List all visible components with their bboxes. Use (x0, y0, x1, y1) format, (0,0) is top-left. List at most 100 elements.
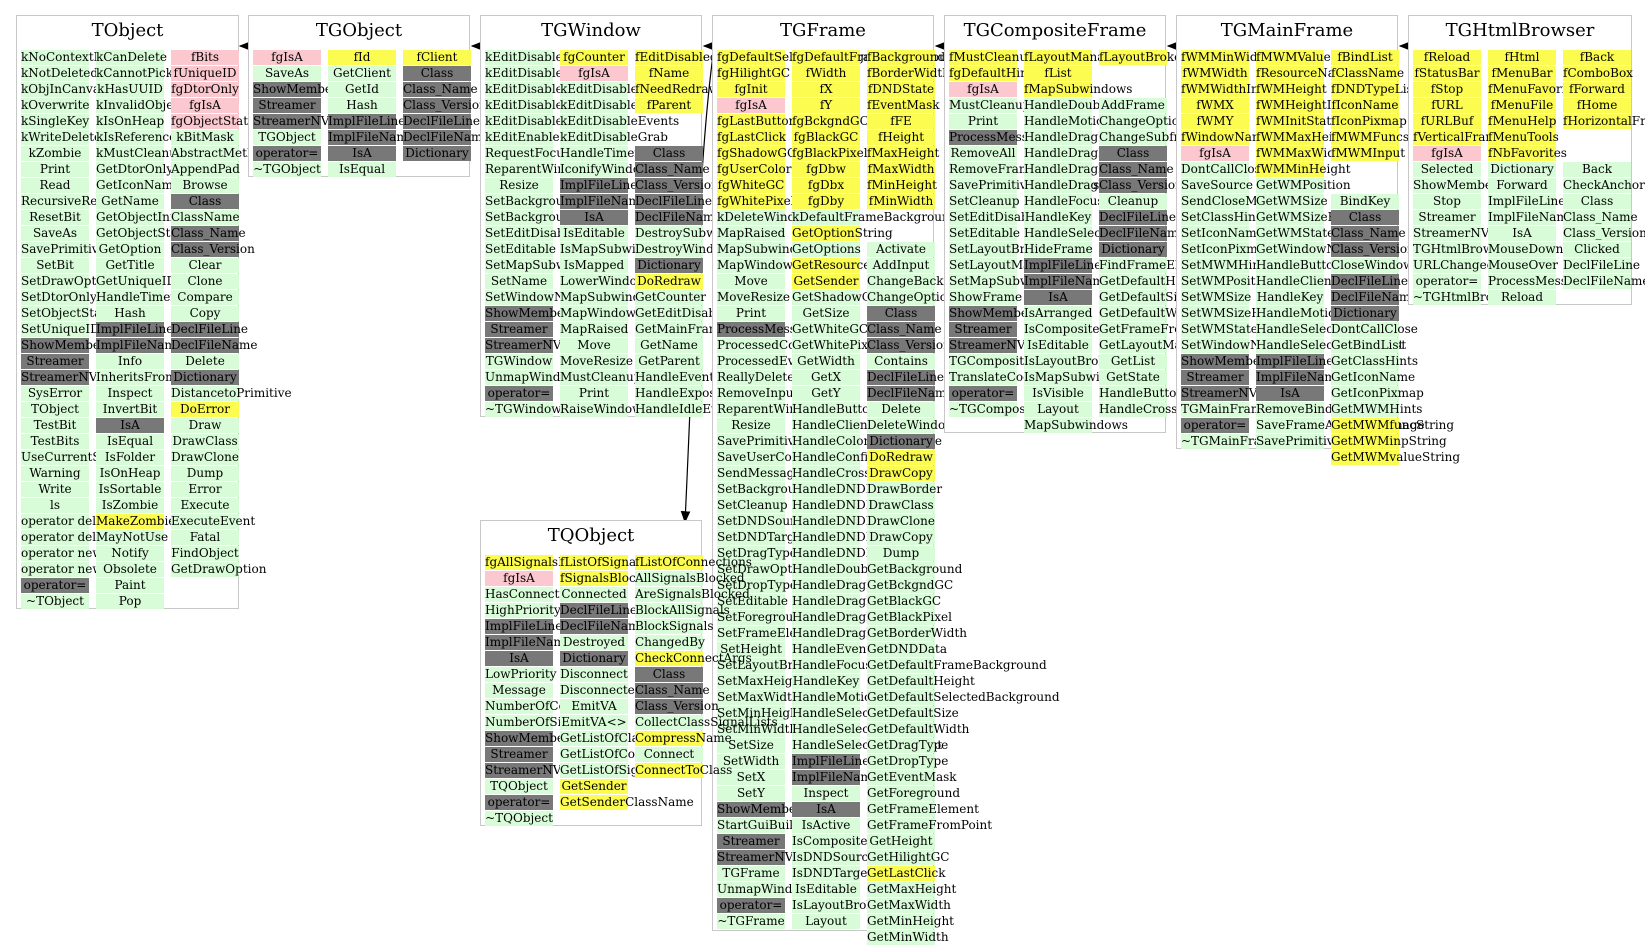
class-member: fLayoutBroken (1099, 50, 1189, 65)
class-member: IsA (1024, 290, 1092, 305)
member-column: fWMMinWidth fWMWidth fWMWidthInc fWMX fWMY fW… (1181, 50, 1299, 450)
class-member: fMapSubwindows (1024, 82, 1133, 97)
class-member: SetCleanup (949, 194, 1020, 209)
class-member: fForward (1563, 82, 1631, 97)
class-member: MoveResize (717, 290, 790, 305)
class-member: Class (1331, 210, 1399, 225)
class-member: fgDefaultFrameBackground (792, 50, 962, 65)
class-member: SetFrameElement (717, 626, 828, 641)
class-member: fgWhiteGC (717, 178, 785, 193)
class-member: fClassName (1331, 66, 1405, 81)
class-member: DrawClone (867, 514, 935, 529)
class-member: operator delete (21, 514, 116, 529)
class-member: SetDNDTarget (717, 530, 807, 545)
class-member: kDefaultFrameBackground (792, 210, 958, 225)
class-member: HandleMotion (792, 690, 880, 705)
class-member: kEditDisableResize (485, 98, 603, 113)
class-member: Streamer (949, 322, 1017, 337)
class-member: ImplFileName (485, 635, 572, 650)
class-member: Copy (171, 306, 239, 321)
class-member: SaveAs (253, 66, 321, 81)
class-member: RemoveInput (717, 386, 799, 401)
class-member: Class_Name (635, 683, 710, 698)
class-member: IsOnHeap (96, 466, 164, 481)
class-member: DrawClone (171, 450, 239, 465)
class-member: Class_Name (1099, 162, 1174, 177)
class-member: GetState (1099, 370, 1167, 385)
class-member: GetEditDisabled (635, 306, 735, 321)
class-member: kMustCleanup (96, 146, 185, 161)
class-member: ChangeBackground (867, 274, 988, 289)
class-member: IsComposite (792, 834, 868, 849)
class-member: operator delete[] (21, 530, 125, 545)
class-member: kEditDisableWidth (485, 114, 599, 129)
class-member: SetWMPosition (1181, 274, 1275, 289)
member-column: fBack fComboBox fForward fHome fHorizontalFr… (1563, 50, 1645, 290)
class-member: ReallyDelete (717, 370, 795, 385)
class-member: GetDrawOption (171, 562, 267, 577)
class-member: IsA (485, 651, 553, 666)
class-member: GetForeground (867, 786, 961, 801)
class-member: ShowMembers (717, 802, 808, 817)
class-member: IsSortable (96, 482, 164, 497)
class-member: GetClient (328, 66, 396, 81)
class-member: GetMWMinpString (1331, 434, 1447, 449)
class-member: IsArranged (1024, 306, 1093, 321)
class-member: HandleMotion (1024, 114, 1112, 129)
class-member: ShowMembers (949, 306, 1040, 321)
class-member: SetSize (717, 738, 785, 753)
class-member (1563, 146, 1631, 161)
class-member: SetMinWidth (717, 722, 798, 737)
class-member: fgIsA (949, 82, 1017, 97)
class-member: fMaxHeight (867, 146, 940, 161)
class-member: fgIsA (1413, 146, 1481, 161)
class-member: SavePrimitiveSubframes (949, 178, 1099, 193)
class-member: ImplFileLine (792, 754, 870, 769)
class-member: Delete (171, 354, 239, 369)
class-member: fgBlackGC (792, 130, 860, 145)
class-member: SetDrawOption (21, 274, 116, 289)
class-member: fDNDTypeList (1331, 82, 1418, 97)
class-member: fMinHeight (867, 178, 937, 193)
class-member: IsMapSubwindows (1024, 370, 1139, 385)
class-member: GetSender (792, 274, 860, 289)
member-column: fMWMValue fResourceName fWMHeight fWMHeight… (1256, 50, 1425, 450)
class-member: SetMapSubwindows (485, 258, 610, 273)
class-member: SaveUserColor (717, 450, 809, 465)
class-member: GetOptionString (792, 226, 893, 241)
class-member (1331, 162, 1399, 177)
class-member: DrawBorder (867, 482, 943, 497)
member-column: fgCounter fgIsA kEditDisable kEditDisableBt… (560, 50, 701, 418)
class-member: SetMWMHints (1181, 258, 1272, 273)
class-member: DoRedraw (867, 450, 935, 465)
class-member: TGHtmlBrowser (1413, 242, 1513, 257)
class-member: Class_Version (1099, 178, 1183, 193)
class-member: StreamerNVirtual (253, 114, 363, 129)
class-member: ChangeOptions (867, 290, 961, 305)
class-member: fEditDisabled (635, 50, 718, 65)
class-member (1331, 178, 1399, 193)
class-member: fX (792, 82, 860, 97)
class-member: fgLastClick (717, 130, 787, 145)
class-member: fgBlackPixel (792, 146, 868, 161)
class-member: Delete (867, 402, 935, 417)
class-member: IconifyWindow (560, 162, 651, 177)
class-box-tgcompositeframe: TGCompositeFrame fMustCleanup fgDefaultHi… (944, 15, 1285, 433)
class-member: HandleEvent (635, 370, 715, 385)
class-member: fWMMaxWidth (1256, 146, 1348, 161)
class-box-tgframe: TGFrame fgDefaultSelectedBackgroundfgHil… (712, 15, 1060, 945)
class-member: URLChanged (1413, 258, 1495, 273)
class-member: ImplFileName (1256, 370, 1343, 385)
class-member: fWMInitState (1256, 114, 1339, 129)
class-member: fUniqueID (171, 66, 239, 81)
class-member: Class_Name (1331, 226, 1406, 241)
class-member: HandleDragEnter (1024, 146, 1133, 161)
class-member: fId (328, 50, 396, 65)
class-member: HandleDNDDrop (792, 482, 896, 497)
class-member: TGObject (253, 130, 321, 145)
class-member: IsMapSubwindows (560, 242, 675, 257)
class-member: ShowMembers (21, 338, 112, 353)
class-member: fgBckgndGC (792, 114, 869, 129)
class-member: MapRaised (560, 322, 629, 337)
class-member: fURL (1413, 98, 1481, 113)
